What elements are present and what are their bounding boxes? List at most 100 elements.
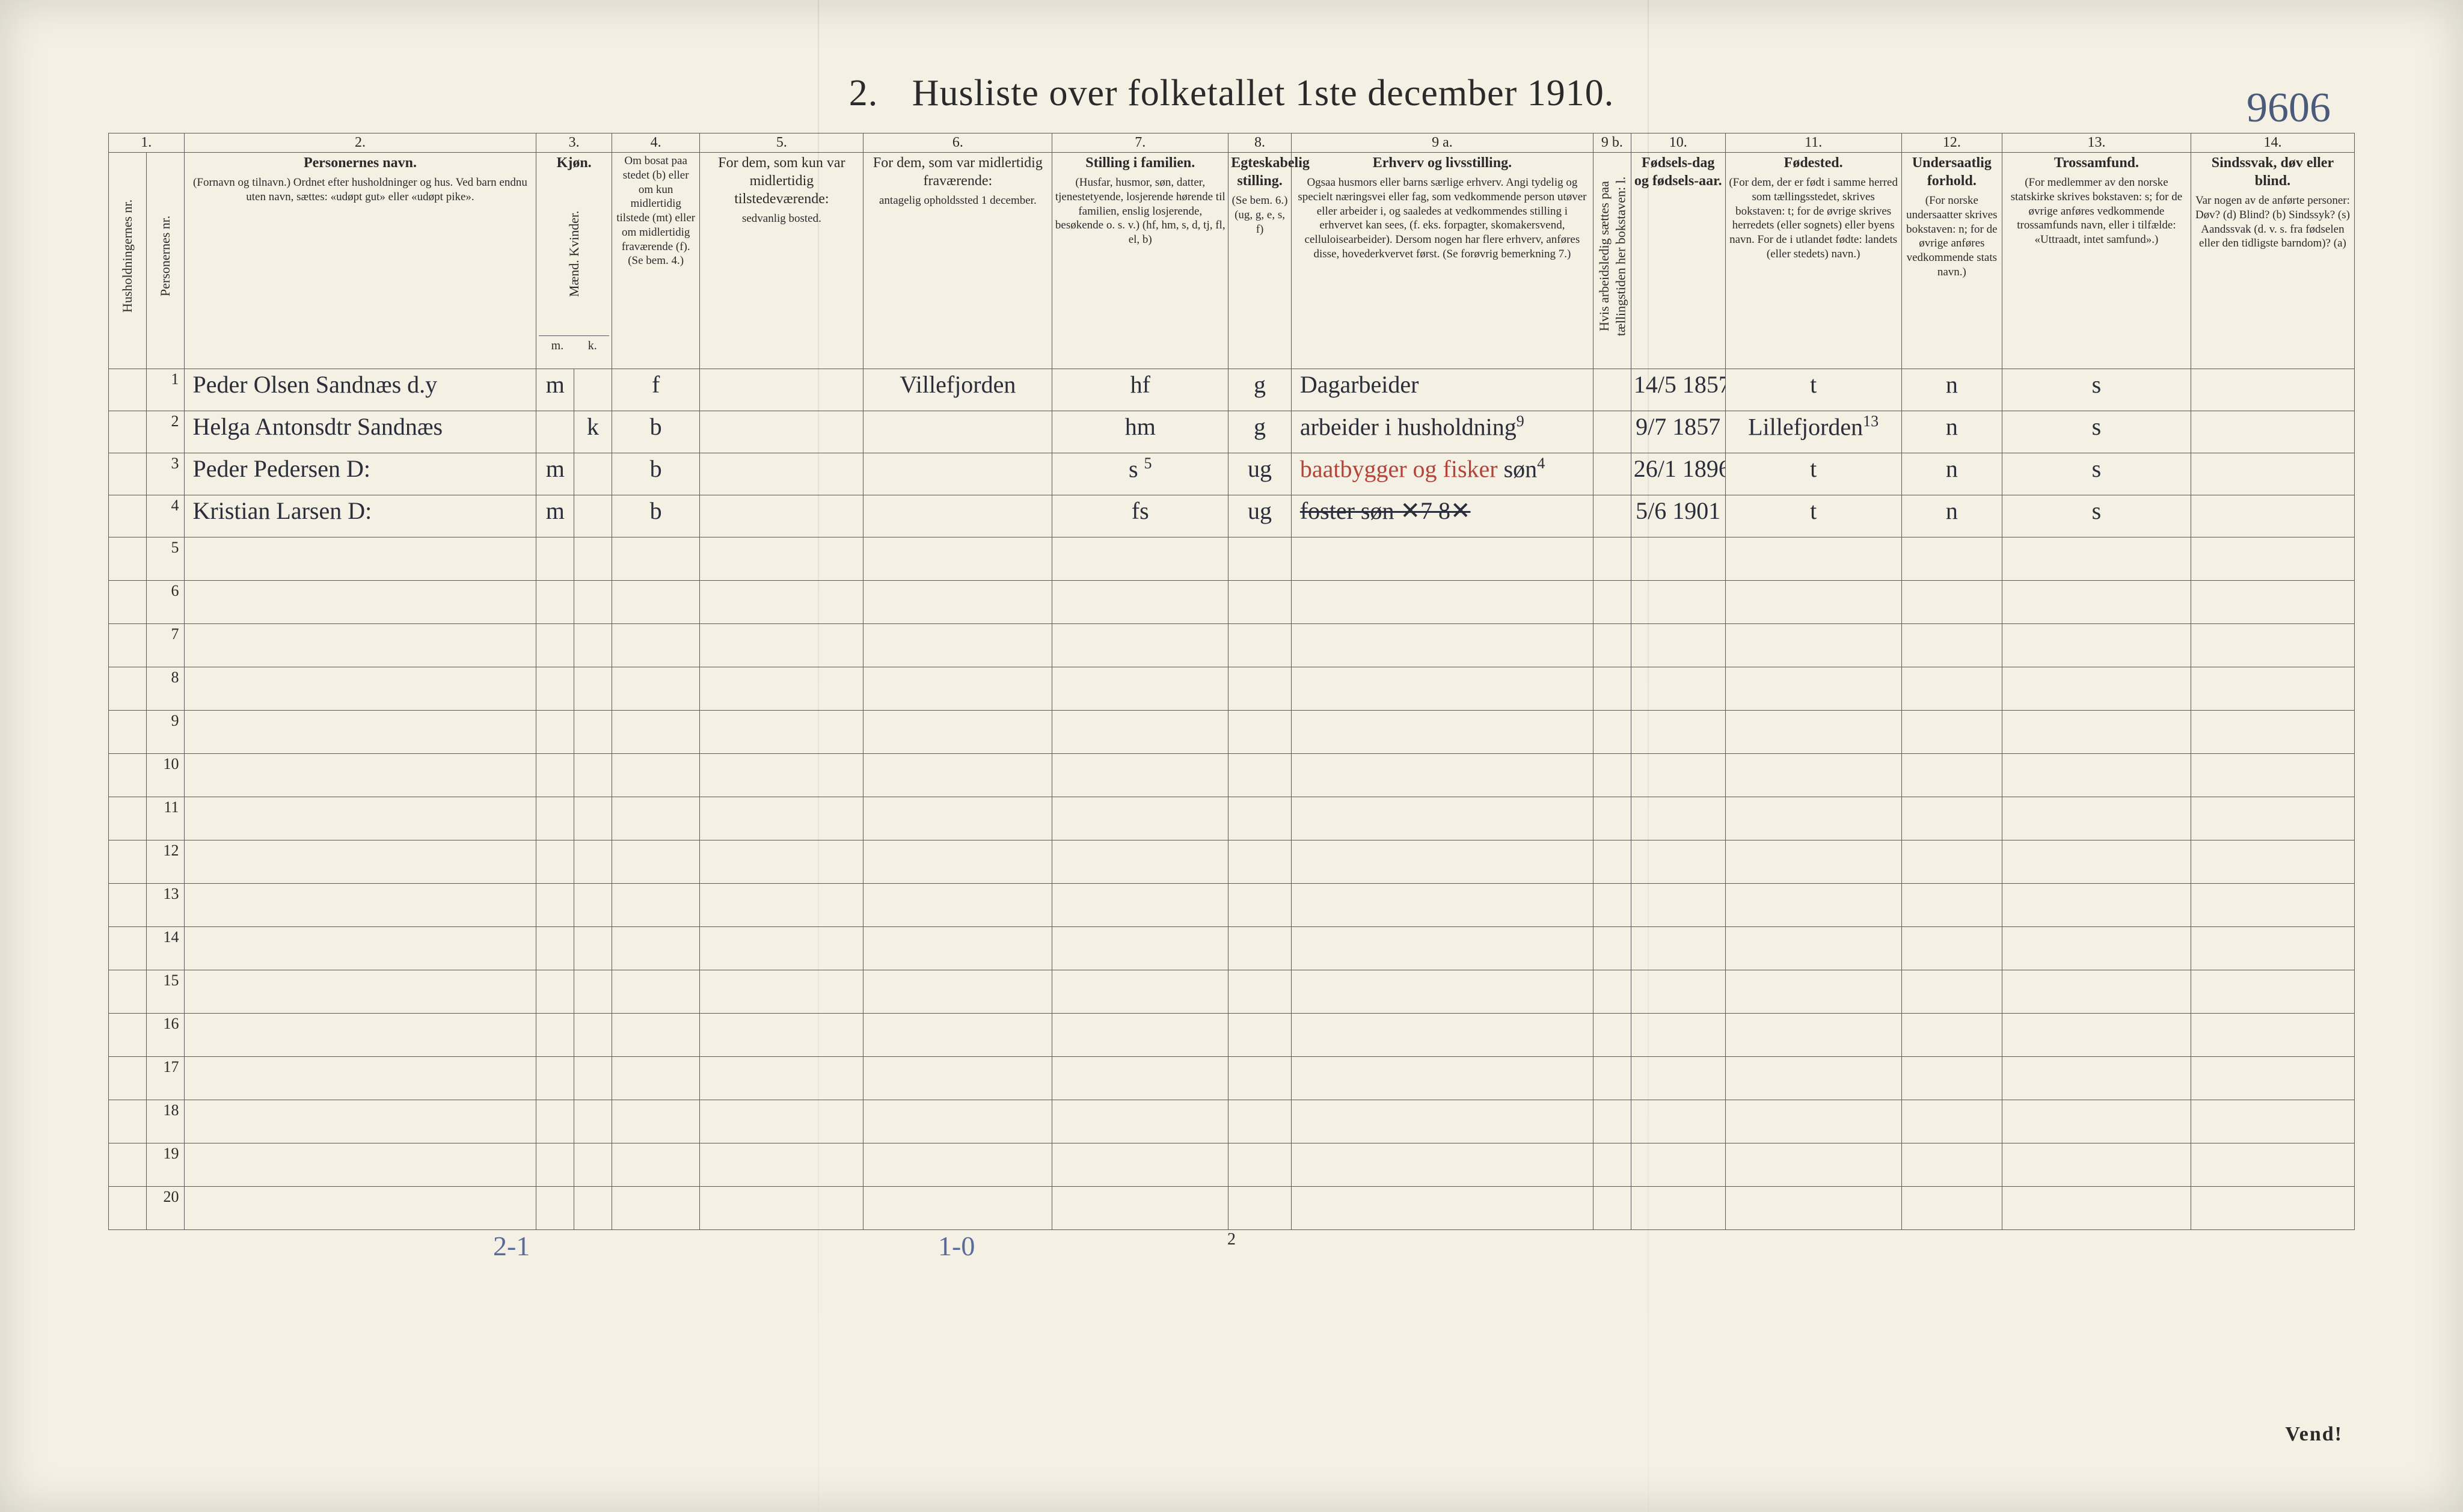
empty-cell bbox=[1631, 797, 1725, 840]
empty-cell bbox=[1052, 754, 1228, 797]
empty-cell bbox=[1901, 1057, 2002, 1100]
empty-cell bbox=[1725, 1057, 1901, 1100]
empty-cell bbox=[1901, 840, 2002, 884]
empty-cell bbox=[2002, 1057, 2191, 1100]
table-row: 1Peder Olsen Sandnæs d.ymfVillefjordenhf… bbox=[109, 369, 2355, 411]
table-row: 3Peder Pedersen D:mbs 5ugbaatbygger og f… bbox=[109, 453, 2355, 495]
empty-cell bbox=[1291, 970, 1593, 1014]
cell-marital: ug bbox=[1228, 495, 1292, 537]
empty-cell bbox=[1593, 1100, 1631, 1143]
colnum-6: 6. bbox=[863, 133, 1052, 153]
empty-cell bbox=[536, 754, 574, 797]
empty-cell bbox=[1052, 537, 1228, 581]
empty-cell bbox=[1725, 667, 1901, 711]
empty-cell bbox=[1052, 1057, 1228, 1100]
empty-cell bbox=[536, 1057, 574, 1100]
colnum-11: 11. bbox=[1725, 133, 1901, 153]
empty-cell bbox=[700, 624, 863, 667]
empty-cell bbox=[2191, 1014, 2354, 1057]
empty-cell bbox=[612, 537, 699, 581]
empty-cell bbox=[574, 1187, 612, 1230]
empty-cell bbox=[863, 1100, 1052, 1143]
empty-cell: 10 bbox=[146, 754, 184, 797]
empty-cell bbox=[109, 1057, 147, 1100]
empty-cell bbox=[1228, 1143, 1292, 1187]
empty-cell bbox=[574, 711, 612, 754]
empty-cell bbox=[1901, 970, 2002, 1014]
empty-cell bbox=[863, 840, 1052, 884]
empty-cell bbox=[184, 624, 536, 667]
empty-cell bbox=[536, 581, 574, 624]
cell-residence: b bbox=[612, 495, 699, 537]
empty-cell bbox=[1052, 970, 1228, 1014]
empty-cell bbox=[1593, 1014, 1631, 1057]
cell-nationality: n bbox=[1901, 369, 2002, 411]
cell-disability bbox=[2191, 369, 2354, 411]
empty-cell: 12 bbox=[146, 840, 184, 884]
empty-cell bbox=[863, 624, 1052, 667]
cell-disability bbox=[2191, 411, 2354, 453]
cell-temp-present bbox=[700, 453, 863, 495]
table-row: 8 bbox=[109, 667, 2355, 711]
empty-cell bbox=[700, 1100, 863, 1143]
empty-cell bbox=[700, 1143, 863, 1187]
empty-cell bbox=[1052, 1143, 1228, 1187]
empty-cell bbox=[1291, 1187, 1593, 1230]
empty-cell bbox=[1052, 1187, 1228, 1230]
cell-unemployed bbox=[1593, 453, 1631, 495]
cell-disability bbox=[2191, 453, 2354, 495]
cell-religion: s bbox=[2002, 369, 2191, 411]
empty-cell bbox=[612, 667, 699, 711]
empty-cell bbox=[2191, 840, 2354, 884]
empty-cell bbox=[612, 754, 699, 797]
empty-cell bbox=[700, 711, 863, 754]
empty-cell bbox=[1725, 970, 1901, 1014]
empty-cell bbox=[1901, 711, 2002, 754]
empty-cell bbox=[1631, 581, 1725, 624]
empty-cell bbox=[700, 927, 863, 970]
empty-cell bbox=[574, 667, 612, 711]
empty-cell bbox=[1901, 537, 2002, 581]
hdr-temp-present: For dem, som kun var midlertidig tilsted… bbox=[700, 153, 863, 369]
empty-cell bbox=[612, 711, 699, 754]
empty-cell bbox=[612, 624, 699, 667]
cell-sex-k: k bbox=[574, 411, 612, 453]
empty-cell bbox=[1725, 884, 1901, 927]
empty-cell bbox=[184, 840, 536, 884]
empty-cell bbox=[1725, 1014, 1901, 1057]
empty-cell bbox=[2002, 927, 2191, 970]
empty-cell bbox=[2191, 797, 2354, 840]
empty-cell bbox=[1725, 797, 1901, 840]
cell-person-no: 1 bbox=[146, 369, 184, 411]
empty-cell bbox=[1593, 970, 1631, 1014]
hdr-disability: Sindssvak, døv eller blind. Var nogen av… bbox=[2191, 153, 2354, 369]
empty-cell bbox=[1593, 754, 1631, 797]
empty-cell bbox=[1228, 537, 1292, 581]
colnum-9b: 9 b. bbox=[1593, 133, 1631, 153]
cell-family-position: hf bbox=[1052, 369, 1228, 411]
empty-cell bbox=[574, 884, 612, 927]
hdr-occupation: Erhverv og livsstilling. Ogsaa husmors e… bbox=[1291, 153, 1593, 369]
cell-birthdate: 9/7 1857 bbox=[1631, 411, 1725, 453]
empty-cell bbox=[700, 1187, 863, 1230]
empty-cell: 15 bbox=[146, 970, 184, 1014]
empty-cell bbox=[184, 797, 536, 840]
empty-cell bbox=[2002, 797, 2191, 840]
empty-cell bbox=[700, 1014, 863, 1057]
colnum-4: 4. bbox=[612, 133, 699, 153]
empty-cell bbox=[1291, 537, 1593, 581]
cell-temp-absent bbox=[863, 411, 1052, 453]
cell-name: Peder Olsen Sandnæs d.y bbox=[184, 369, 536, 411]
empty-cell bbox=[2191, 1057, 2354, 1100]
empty-cell bbox=[1901, 1014, 2002, 1057]
empty-cell bbox=[574, 624, 612, 667]
cell-temp-absent bbox=[863, 495, 1052, 537]
cell-unemployed bbox=[1593, 411, 1631, 453]
empty-cell bbox=[536, 1014, 574, 1057]
form-title: 2. Husliste over folketallet 1ste decemb… bbox=[108, 72, 2355, 115]
empty-cell bbox=[536, 884, 574, 927]
empty-cell bbox=[863, 1143, 1052, 1187]
empty-cell bbox=[184, 927, 536, 970]
empty-cell bbox=[1052, 624, 1228, 667]
hdr-name: Personernes navn. (Fornavn og tilnavn.) … bbox=[184, 153, 536, 369]
